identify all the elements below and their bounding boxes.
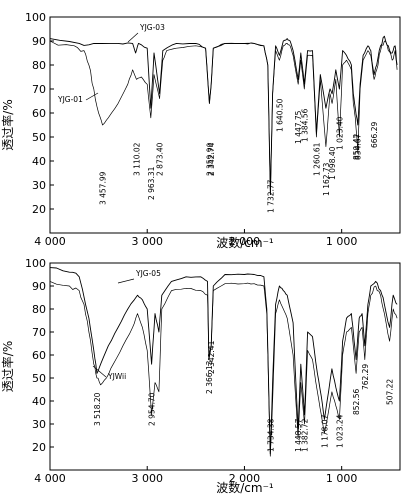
y-tick-label: 70 [32, 326, 46, 339]
peak-label: 507.22 [386, 379, 395, 405]
chart-panel-2: 100 90 80 70 60 50 40 30 20 4 000 3 000 2 000 1 000 波… [0, 257, 401, 495]
x-axis-label: 波数/cm⁻¹ [216, 480, 274, 495]
peak-label: 3 110.02 [133, 142, 142, 176]
series-line-1 [49, 267, 398, 455]
peak-label: 1 384.56 [300, 108, 309, 142]
peak-label: 666.29 [370, 122, 379, 148]
peak-label: 2 366.13 [205, 360, 214, 394]
peak-label: 2 342.74 [207, 142, 216, 176]
y-tick-label: 90 [32, 280, 46, 293]
y-tick-label: 80 [32, 303, 46, 316]
peak-label: 1 162.73 [322, 162, 331, 196]
y-tick-label: 40 [32, 155, 46, 168]
legend-label: YJWii [107, 372, 126, 381]
series-line-2 [49, 40, 398, 195]
peak-label: 1 734.38 [266, 418, 275, 452]
x-tick-label: 1 000 [326, 472, 358, 485]
peak-label: 1 098.40 [328, 146, 337, 180]
y-tick-label: 90 [32, 35, 46, 48]
legend-leader [92, 365, 107, 378]
plot-frame [49, 262, 401, 471]
legend-leader [85, 92, 99, 101]
legend-leader [127, 32, 139, 43]
peak-label: 3 518.20 [93, 392, 102, 426]
peak-label: 1 260.61 [312, 142, 321, 176]
y-tick-label: 30 [32, 418, 46, 431]
peak-label: 1 023.40 [335, 116, 344, 150]
x-tick-label: 2 000 [229, 235, 261, 248]
y-tick-label: 40 [32, 395, 46, 408]
series-line-2 [49, 281, 398, 457]
peak-label: 850.42 [352, 134, 361, 160]
legend-label: YJG-01 [57, 95, 83, 104]
peak-label: 1 447.75 [294, 110, 303, 144]
y-tick-label: 50 [32, 372, 46, 385]
x-tick-label: 3 000 [131, 235, 163, 248]
y-tick-label: 80 [32, 59, 46, 72]
x-tick-label: 3 000 [131, 472, 163, 485]
peak-label: 1 178.07 [320, 414, 329, 448]
peak-label: 852.56 [352, 389, 361, 415]
x-tick-label: 1 000 [326, 235, 358, 248]
peak-label: 2 359.90 [206, 142, 215, 176]
peak-label: 1 023.24 [335, 414, 344, 448]
peak-label: 834.67 [354, 133, 363, 159]
y-axis-label: 透过率/% [0, 341, 15, 392]
y-tick-label: 100 [25, 11, 46, 24]
y-tick-label: 70 [32, 83, 46, 96]
peak-label: 1 382.72 [301, 418, 310, 452]
x-tick-label: 2 000 [229, 472, 261, 485]
peak-label: 2 873.40 [156, 142, 165, 176]
peak-label: 2 954.70 [148, 392, 157, 426]
x-axis-label: 波数/cm⁻¹ [216, 235, 274, 250]
peak-label: 2 342.41 [207, 340, 216, 374]
legend-label: YJG-05 [135, 269, 161, 278]
peak-label: 2 963.31 [147, 166, 156, 200]
legend-leader [117, 278, 135, 284]
legend-label: YJG-03 [139, 23, 165, 32]
series-line-1 [49, 35, 398, 196]
chart-panel-1: 100 90 80 70 60 50 40 30 20 4 000 3 000 2 000 1 000 波… [0, 11, 401, 250]
y-tick-label: 30 [32, 179, 46, 192]
y-axis-label: 透过率/% [0, 99, 15, 150]
y-tick-label: 20 [32, 441, 46, 454]
peak-label: 1 732.77 [266, 179, 275, 213]
peak-label: 1 640.50 [275, 98, 284, 132]
peak-label: 762.29 [361, 364, 370, 390]
peak-label: 1 448.57 [294, 418, 303, 452]
y-tick-label: 100 [25, 257, 46, 270]
y-tick-label: 60 [32, 349, 46, 362]
y-tick-label: 20 [32, 203, 46, 216]
y-tick-label: 50 [32, 131, 46, 144]
x-tick-label: 4 000 [34, 472, 66, 485]
x-tick-label: 4 000 [34, 235, 66, 248]
plot-frame [49, 16, 401, 234]
y-tick-label: 60 [32, 107, 46, 120]
peak-label: 3 457.99 [99, 171, 108, 205]
